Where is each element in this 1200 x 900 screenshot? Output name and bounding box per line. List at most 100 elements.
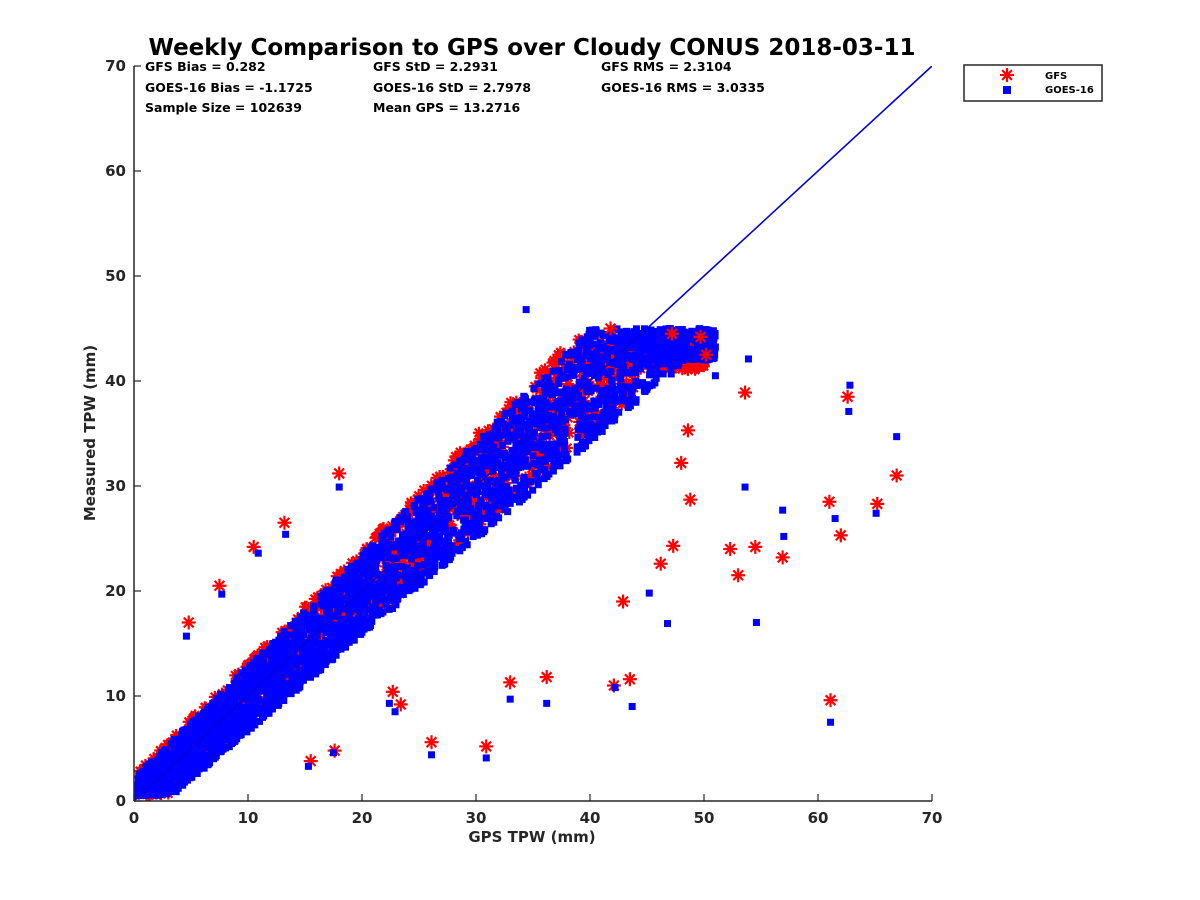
goes-point: [179, 738, 187, 746]
goes-point: [259, 687, 267, 695]
goes-point: [332, 621, 340, 629]
goes-point: [494, 425, 502, 433]
goes-point: [424, 507, 432, 515]
goes-point: [556, 439, 564, 447]
goes-point: [412, 527, 420, 535]
goes-point: [183, 733, 191, 741]
goes-point: [477, 442, 485, 450]
gfs-outlier-point: [823, 693, 838, 708]
goes-point: [221, 730, 229, 738]
y-tick-label: 30: [105, 477, 126, 495]
goes-point: [650, 347, 658, 355]
goes-point: [194, 741, 202, 749]
goes-point: [705, 355, 713, 363]
goes-point: [183, 776, 191, 784]
goes-point: [578, 438, 586, 446]
y-tick-label: 10: [105, 687, 126, 705]
goes-point: [404, 520, 412, 528]
goes-point: [313, 614, 321, 622]
goes-point: [283, 670, 291, 678]
goes-point: [302, 656, 310, 664]
goes-point: [627, 389, 635, 397]
goes-point: [592, 384, 600, 392]
goes-point: [596, 413, 604, 421]
goes-point: [364, 619, 372, 627]
goes-point: [498, 441, 506, 449]
goes-point: [310, 656, 318, 664]
goes-point: [608, 347, 616, 355]
plot-area: [134, 66, 932, 801]
goes-point: [620, 344, 628, 352]
goes-point: [237, 683, 245, 691]
goes-point: [674, 347, 682, 355]
goes-point: [539, 446, 547, 454]
goes-point: [503, 430, 511, 438]
goes-point: [454, 545, 462, 553]
goes-point: [614, 361, 622, 369]
goes-point: [156, 790, 164, 798]
goes-point: [490, 443, 498, 451]
goes-point: [385, 526, 393, 534]
goes-point: [240, 681, 248, 689]
goes-point: [476, 520, 484, 528]
goes-point: [244, 697, 252, 705]
goes-point: [515, 431, 523, 439]
goes-point: [407, 585, 415, 593]
goes-point: [558, 397, 566, 405]
gfs-outlier-point: [666, 538, 681, 553]
goes-point: [667, 370, 675, 378]
goes-point: [190, 719, 198, 727]
goes-point: [450, 529, 458, 537]
goes-point: [495, 434, 503, 442]
goes-point: [143, 763, 151, 771]
goes-point: [406, 547, 414, 555]
goes-point: [540, 379, 548, 387]
goes-point: [389, 578, 397, 586]
goes-point: [473, 461, 481, 469]
goes-point: [384, 540, 392, 548]
goes-point: [363, 606, 371, 614]
goes-point: [521, 409, 529, 417]
goes-point: [711, 344, 719, 352]
goes-point: [276, 673, 284, 681]
gfs-outlier-point: [889, 468, 904, 483]
goes-point: [325, 591, 333, 599]
goes-point: [519, 423, 527, 431]
goes-point: [410, 502, 418, 510]
goes-point: [515, 486, 523, 494]
goes-point: [416, 571, 424, 579]
goes-point: [504, 464, 512, 472]
goes-point: [424, 531, 432, 539]
goes-point: [183, 745, 191, 753]
goes-point: [489, 517, 497, 525]
goes-point: [181, 755, 189, 763]
goes-point: [519, 489, 527, 497]
goes-point: [463, 541, 471, 549]
goes-point: [259, 650, 267, 658]
goes-point: [612, 397, 620, 405]
goes-point: [203, 736, 211, 744]
goes-point: [444, 474, 452, 482]
goes-point: [346, 575, 354, 583]
goes-point: [183, 761, 191, 769]
goes-point: [586, 352, 594, 360]
goes-point: [239, 689, 247, 697]
goes-point: [341, 638, 349, 646]
goes-point: [355, 614, 363, 622]
goes-point: [240, 722, 248, 730]
goes-point: [375, 585, 383, 593]
goes-point: [652, 366, 660, 374]
goes-outlier-point: [893, 433, 901, 441]
goes-point: [483, 503, 491, 511]
goes-point: [300, 652, 308, 660]
goes-point: [565, 360, 573, 368]
goes-point: [408, 520, 416, 528]
goes-point: [340, 578, 348, 586]
goes-point: [652, 374, 660, 382]
goes-point: [642, 357, 650, 365]
goes-point: [245, 703, 253, 711]
goes-point: [632, 398, 640, 406]
goes-point: [387, 566, 395, 574]
goes-outlier-point: [182, 632, 190, 640]
